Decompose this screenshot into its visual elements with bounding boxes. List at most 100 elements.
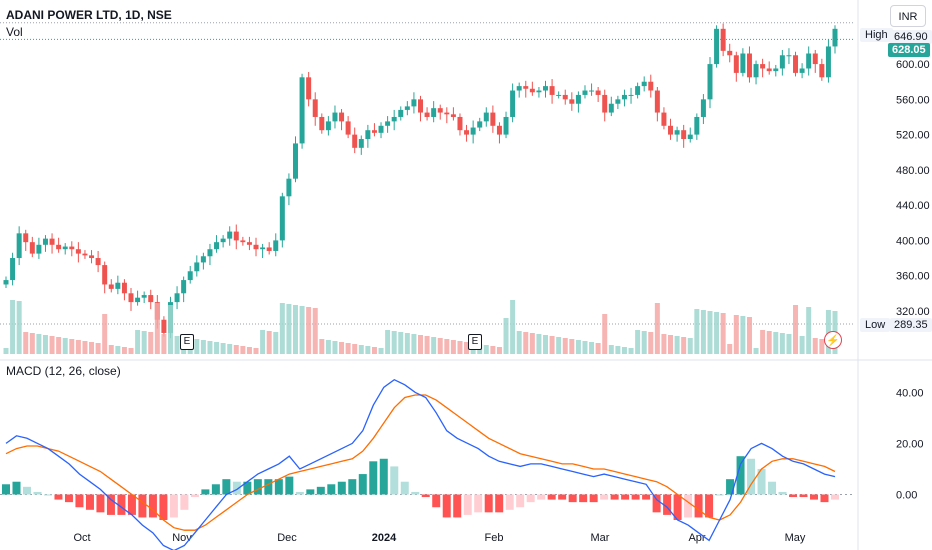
candle-body bbox=[740, 53, 746, 73]
candle-body bbox=[240, 240, 246, 243]
candle-body bbox=[279, 196, 285, 241]
candle-body bbox=[411, 99, 417, 107]
candle-body bbox=[569, 99, 575, 104]
candle-body bbox=[29, 242, 35, 254]
macd-histogram-bar bbox=[684, 494, 693, 518]
macd-histogram-bar bbox=[253, 479, 262, 495]
macd-histogram-bar bbox=[316, 486, 325, 495]
candle-body bbox=[424, 112, 430, 117]
macd-histogram-bar bbox=[232, 481, 241, 495]
candle-body bbox=[121, 282, 127, 294]
volume-bar bbox=[549, 336, 555, 354]
candle-body bbox=[812, 53, 818, 65]
candle-body bbox=[273, 240, 279, 251]
volume-bar bbox=[325, 340, 331, 354]
candle-body bbox=[608, 103, 614, 113]
earnings-marker[interactable]: E bbox=[180, 334, 194, 350]
candle-body bbox=[536, 90, 542, 93]
volume-bar bbox=[266, 331, 272, 354]
volume-bar bbox=[819, 339, 825, 354]
volume-bar bbox=[128, 348, 134, 354]
candle-body bbox=[819, 64, 825, 78]
low-label: Low bbox=[860, 318, 891, 332]
candle-body bbox=[589, 90, 595, 92]
macd-tick-label: 20.00 bbox=[896, 438, 924, 450]
volume-bar bbox=[674, 336, 680, 354]
candle-body bbox=[529, 88, 535, 93]
volume-bar bbox=[621, 347, 627, 354]
candle-body bbox=[562, 94, 568, 100]
candle-body bbox=[825, 46, 831, 78]
macd-histogram-bar bbox=[579, 494, 588, 503]
candle-body bbox=[668, 125, 674, 135]
price-tick-label: 520.00 bbox=[896, 130, 930, 142]
volume-bar bbox=[220, 343, 226, 354]
volume-bar bbox=[793, 305, 799, 354]
candle-body bbox=[464, 130, 470, 135]
price-tick-label: 360.00 bbox=[896, 271, 930, 283]
volume-bar bbox=[279, 303, 285, 354]
volume-bar bbox=[543, 335, 549, 354]
macd-histogram-bar bbox=[411, 491, 420, 495]
volume-bar bbox=[69, 339, 75, 354]
candle-body bbox=[292, 143, 298, 179]
candle-body bbox=[16, 233, 22, 259]
candle-body bbox=[687, 134, 693, 140]
candle-body bbox=[727, 50, 733, 56]
macd-histogram-bar bbox=[201, 489, 210, 495]
volume-bar bbox=[608, 345, 614, 354]
candle-body bbox=[82, 253, 88, 256]
macd-histogram-bar bbox=[12, 481, 21, 495]
macd-histogram-bar bbox=[285, 476, 294, 495]
volume-bar bbox=[273, 332, 279, 354]
price-tick-label: 560.00 bbox=[896, 94, 930, 106]
candle-body bbox=[431, 108, 437, 117]
candle-body bbox=[595, 90, 601, 95]
volume-bar bbox=[253, 348, 259, 354]
currency-button[interactable]: INR bbox=[890, 5, 926, 27]
volume-label: Vol bbox=[6, 25, 23, 39]
candle-body bbox=[641, 81, 647, 87]
candle-body bbox=[371, 130, 377, 133]
macd-histogram-bar bbox=[631, 494, 640, 500]
volume-bar bbox=[444, 339, 450, 354]
macd-histogram-bar bbox=[621, 494, 630, 500]
volume-bar bbox=[404, 333, 410, 354]
volume-bar bbox=[56, 337, 62, 354]
volume-bar bbox=[339, 342, 345, 354]
volume-bar bbox=[233, 345, 239, 354]
volume-bar bbox=[312, 308, 318, 354]
candle-body bbox=[69, 246, 75, 250]
candle-body bbox=[332, 112, 338, 122]
candle-body bbox=[36, 244, 42, 254]
volume-bar bbox=[365, 346, 371, 354]
candle-body bbox=[227, 231, 233, 239]
volume-bar bbox=[450, 340, 456, 354]
volume-bar bbox=[740, 316, 746, 354]
x-tick-label: Feb bbox=[485, 532, 504, 544]
candle-body bbox=[635, 86, 641, 95]
candle-body bbox=[602, 94, 608, 113]
volume-bar bbox=[773, 332, 779, 354]
candle-body bbox=[516, 86, 522, 91]
macd-histogram-bar bbox=[22, 486, 31, 495]
earnings-marker[interactable]: E bbox=[468, 334, 482, 350]
candle-body bbox=[89, 255, 95, 259]
candle-body bbox=[246, 242, 252, 245]
candle-body bbox=[23, 233, 29, 243]
candle-body bbox=[496, 125, 502, 135]
volume-bar bbox=[595, 343, 601, 354]
candle-body bbox=[437, 108, 443, 113]
price-tick-label: 480.00 bbox=[896, 165, 930, 177]
x-tick-label: Dec bbox=[277, 532, 297, 544]
volume-bar bbox=[753, 348, 759, 354]
lightning-icon[interactable]: ⚡ bbox=[824, 331, 842, 349]
volume-bar bbox=[246, 347, 252, 354]
volume-bar bbox=[3, 348, 9, 354]
macd-histogram-bar bbox=[222, 479, 231, 495]
volume-bar bbox=[700, 310, 706, 354]
macd-histogram-bar bbox=[526, 494, 535, 503]
candle-body bbox=[365, 130, 371, 140]
volume-bar bbox=[16, 301, 22, 354]
